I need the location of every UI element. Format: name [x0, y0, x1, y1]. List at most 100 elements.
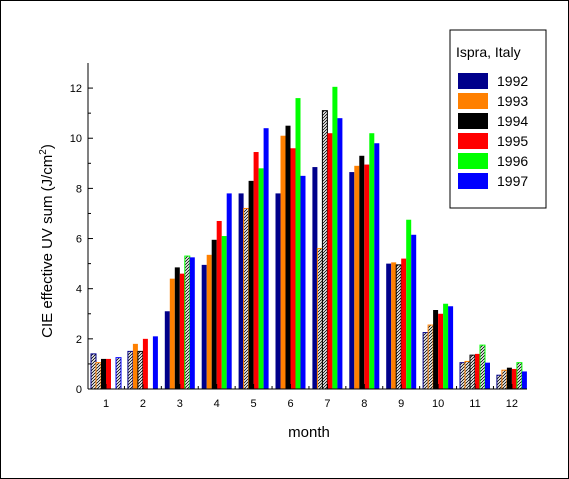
- x-tick-label: 8: [361, 398, 367, 410]
- bar-1996-month-7: [332, 86, 338, 389]
- bar-1992-month-11: [459, 362, 466, 390]
- bar-1997-month-6: [300, 175, 306, 389]
- legend-swatch-1994: [458, 113, 488, 129]
- legend-label-1992: 1992: [497, 73, 528, 89]
- x-tick-label: 11: [469, 398, 480, 410]
- y-tick-label: 12: [70, 83, 82, 95]
- bar-1993-month-1: [95, 362, 102, 390]
- y-tick-label: 0: [76, 384, 82, 396]
- bar-1995-month-5: [253, 152, 259, 389]
- bar-1995-month-11: [475, 353, 480, 389]
- bar-1997-month-8: [374, 143, 380, 389]
- bar-1993-month-12: [501, 369, 508, 390]
- bar-1993-month-8: [354, 165, 360, 389]
- bar-1997-month-10: [448, 306, 454, 389]
- bar-1995-month-10: [438, 313, 444, 389]
- bar-1993-month-5: [243, 207, 250, 390]
- legend-label-1997: 1997: [497, 173, 528, 189]
- bar-1995-month-2: [142, 338, 148, 389]
- y-tick-label: 10: [70, 133, 82, 145]
- bar-1994-month-10: [433, 310, 439, 389]
- bar-1992-month-12: [496, 374, 503, 390]
- x-tick-label: 6: [287, 398, 293, 410]
- bar-1996-month-3: [184, 255, 191, 390]
- bar-1993-month-2: [132, 343, 138, 389]
- bar-1992-month-8: [349, 172, 355, 389]
- bar-1993-month-6: [280, 135, 286, 389]
- y-tick-label: 2: [76, 334, 82, 346]
- bar-1994-month-11: [469, 354, 476, 390]
- bar-1994-month-8: [359, 155, 365, 389]
- bar-1996-month-4: [221, 236, 227, 389]
- bar-1994-month-12: [506, 367, 512, 389]
- legend-title: Ispra, Italy: [456, 44, 521, 60]
- y-axis-title-end: ): [39, 144, 56, 149]
- x-tick-label: 3: [177, 398, 183, 410]
- legend-items: 1992 1993 1994 1995 1996 1997: [458, 73, 528, 189]
- bar-1995-month-6: [290, 148, 296, 389]
- bar-1996-month-6: [295, 98, 301, 390]
- x-tick-label: 1: [103, 398, 109, 410]
- bar-1994-month-7: [321, 110, 328, 390]
- bar-1997-month-7: [337, 118, 343, 390]
- bars-layer: [90, 86, 527, 390]
- bar-1994-month-1: [101, 358, 106, 389]
- bar-1997-month-11: [485, 362, 490, 389]
- x-tick-label: 7: [324, 398, 330, 410]
- legend-label-1994: 1994: [497, 113, 528, 129]
- bar-1995-month-12: [511, 368, 517, 389]
- legend-swatch-1995: [458, 133, 488, 149]
- bar-1992-month-9: [386, 263, 392, 389]
- bar-1993-month-3: [169, 278, 175, 389]
- bar-1996-month-12: [516, 362, 523, 390]
- bar-1995-month-4: [216, 220, 222, 389]
- bar-1996-month-9: [406, 219, 412, 389]
- bar-1995-month-7: [327, 133, 333, 389]
- bar-1994-month-2: [137, 350, 144, 390]
- x-tick-label: 5: [251, 398, 257, 410]
- x-tick-label: 10: [432, 398, 444, 410]
- bar-1994-month-5: [248, 180, 254, 389]
- bar-1992-month-6: [275, 193, 281, 389]
- bar-1992-month-4: [201, 264, 207, 389]
- bar-1997-month-1: [115, 357, 122, 390]
- bar-1992-month-2: [127, 350, 134, 390]
- bar-1994-month-9: [395, 264, 402, 390]
- x-tick-label: 2: [140, 398, 146, 410]
- y-tick-label: 6: [76, 234, 82, 246]
- legend-swatch-1992: [458, 73, 488, 89]
- bar-1992-month-10: [422, 332, 429, 390]
- bar-1992-month-3: [164, 311, 170, 389]
- bar-1994-month-3: [174, 267, 180, 389]
- legend-label-1993: 1993: [497, 93, 528, 109]
- x-tick-label: 12: [506, 398, 518, 410]
- bar-1993-month-7: [316, 248, 323, 390]
- bar-1997-month-2: [152, 336, 158, 389]
- bar-1995-month-3: [179, 273, 185, 389]
- y-axis-title: CIE effective UV sum (J/cm2): [38, 144, 56, 338]
- x-axis-title: month: [288, 424, 330, 441]
- x-tick-label: 9: [398, 398, 404, 410]
- bar-1997-month-5: [263, 128, 269, 389]
- legend-label-1996: 1996: [497, 153, 528, 169]
- bar-1996-month-11: [479, 344, 486, 390]
- bar-1997-month-3: [189, 257, 195, 389]
- x-tick-label: 4: [214, 398, 220, 410]
- y-axis-title-main: CIE effective UV sum (J/cm: [39, 155, 56, 338]
- bar-1992-month-5: [238, 193, 244, 389]
- bar-1993-month-9: [391, 262, 397, 389]
- bar-1994-month-4: [211, 239, 217, 389]
- bar-1996-month-8: [369, 133, 375, 389]
- bar-1997-month-4: [226, 193, 232, 389]
- bar-1992-month-1: [90, 353, 97, 390]
- bar-1996-month-10: [443, 303, 449, 389]
- legend-label-1995: 1995: [497, 133, 528, 149]
- bar-1995-month-9: [401, 258, 407, 389]
- y-axis-title-superscript: 2: [38, 149, 49, 155]
- legend: Ispra, Italy 1992 1993 1994 1995 1996 1997: [449, 29, 547, 209]
- legend-swatch-1996: [458, 153, 488, 169]
- bar-1994-month-6: [285, 125, 291, 389]
- bar-1996-month-5: [258, 168, 264, 389]
- bar-1993-month-4: [206, 254, 212, 389]
